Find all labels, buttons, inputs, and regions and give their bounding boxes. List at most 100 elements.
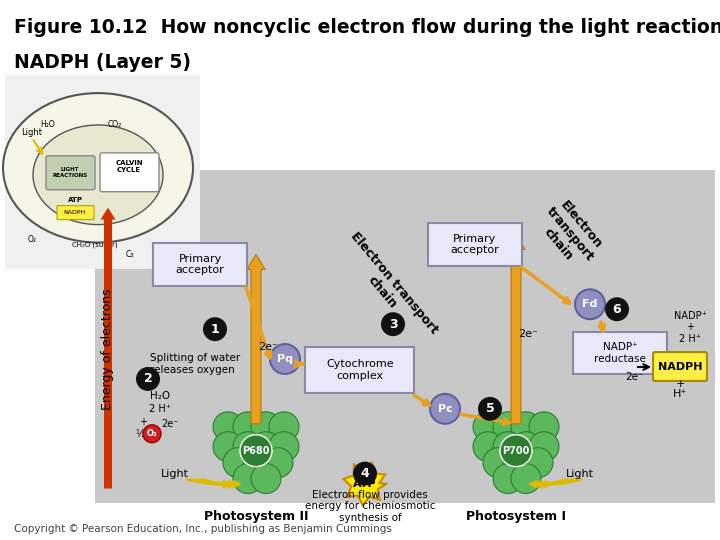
Circle shape (243, 448, 273, 477)
Circle shape (353, 462, 377, 485)
Circle shape (430, 394, 460, 424)
Circle shape (478, 397, 502, 421)
Polygon shape (343, 463, 387, 505)
FancyBboxPatch shape (46, 156, 95, 190)
FancyBboxPatch shape (95, 170, 715, 503)
Text: CALVIN
CYCLE: CALVIN CYCLE (115, 160, 143, 173)
FancyBboxPatch shape (653, 352, 707, 381)
Text: CO₂: CO₂ (108, 120, 122, 130)
FancyBboxPatch shape (153, 242, 247, 286)
Text: 2e⁻: 2e⁻ (161, 419, 179, 429)
Text: 2 H⁺: 2 H⁺ (149, 404, 171, 414)
FancyArrow shape (247, 254, 265, 424)
Text: 2e⁻: 2e⁻ (518, 329, 538, 339)
Circle shape (529, 432, 559, 462)
Text: Light: Light (161, 469, 189, 478)
Text: ATP: ATP (68, 197, 83, 202)
FancyBboxPatch shape (428, 222, 522, 266)
FancyBboxPatch shape (57, 206, 94, 220)
Text: Primary
acceptor: Primary acceptor (451, 234, 500, 255)
Text: C₃: C₃ (126, 250, 134, 259)
Circle shape (500, 435, 532, 467)
Text: Light: Light (22, 129, 42, 138)
Circle shape (136, 367, 160, 391)
Circle shape (523, 448, 553, 477)
Circle shape (213, 412, 243, 442)
Text: H₂O: H₂O (150, 391, 170, 401)
Circle shape (269, 432, 299, 462)
FancyBboxPatch shape (5, 75, 200, 269)
Text: Electron transport
chain: Electron transport chain (336, 229, 440, 346)
Text: Copyright © Pearson Education, Inc., publishing as Benjamin Cummings: Copyright © Pearson Education, Inc., pub… (14, 524, 392, 534)
Text: NADPH: NADPH (64, 210, 86, 215)
Text: Figure 10.12  How noncyclic electron flow during the light reactions generates A: Figure 10.12 How noncyclic electron flow… (14, 17, 720, 37)
Text: Photosystem I: Photosystem I (466, 510, 566, 523)
Text: P680: P680 (242, 446, 270, 456)
FancyArrow shape (507, 234, 525, 424)
Circle shape (605, 298, 629, 321)
Text: Electron flow provides
energy for chemiosmotic
synthesis of: Electron flow provides energy for chemio… (305, 490, 436, 523)
FancyBboxPatch shape (573, 332, 667, 374)
Text: Photosystem II: Photosystem II (204, 510, 308, 523)
Text: 4: 4 (361, 467, 369, 480)
Text: +: + (675, 379, 685, 389)
Text: Splitting of water
releases oxygen: Splitting of water releases oxygen (150, 353, 240, 375)
Text: CH₂O (sugar): CH₂O (sugar) (72, 241, 118, 248)
Circle shape (493, 464, 523, 494)
Circle shape (251, 432, 281, 462)
Text: 5: 5 (485, 402, 495, 415)
Text: O₂: O₂ (27, 235, 37, 244)
Circle shape (251, 464, 281, 494)
Text: ½: ½ (135, 429, 145, 438)
Circle shape (213, 432, 243, 462)
FancyArrow shape (101, 208, 115, 489)
Text: Pq: Pq (277, 354, 293, 364)
Circle shape (203, 317, 227, 341)
Ellipse shape (33, 125, 163, 225)
Circle shape (240, 435, 272, 467)
Text: 2e⁻: 2e⁻ (258, 342, 278, 352)
Text: Electron
transport
chain: Electron transport chain (532, 195, 608, 274)
Circle shape (473, 412, 503, 442)
Text: NADPH: NADPH (658, 362, 702, 372)
FancyBboxPatch shape (100, 153, 159, 192)
Text: LIGHT
REACTIONS: LIGHT REACTIONS (53, 167, 88, 178)
Text: H⁺: H⁺ (673, 389, 687, 399)
Circle shape (233, 464, 263, 494)
Circle shape (233, 432, 263, 462)
Text: Fd: Fd (582, 299, 598, 309)
Circle shape (493, 432, 523, 462)
FancyBboxPatch shape (305, 347, 414, 393)
Circle shape (381, 312, 405, 336)
Circle shape (511, 432, 541, 462)
Text: P700: P700 (503, 446, 530, 456)
Circle shape (511, 464, 541, 494)
Text: 2e⁻: 2e⁻ (626, 372, 644, 382)
Circle shape (575, 289, 605, 319)
Text: ATP: ATP (354, 478, 377, 489)
Text: +: + (139, 417, 147, 427)
Text: Energy of electrons: Energy of electrons (102, 288, 114, 410)
Circle shape (143, 425, 161, 443)
Text: O₂: O₂ (147, 429, 158, 438)
Circle shape (493, 412, 523, 442)
Text: NADP⁺
reductase: NADP⁺ reductase (594, 342, 646, 364)
Circle shape (503, 448, 533, 477)
Text: 2: 2 (143, 373, 153, 386)
Text: NADPH (Layer 5): NADPH (Layer 5) (14, 52, 192, 72)
Text: 3: 3 (389, 318, 397, 330)
Text: Primary
acceptor: Primary acceptor (176, 254, 225, 275)
Text: Cytochrome
complex: Cytochrome complex (326, 359, 394, 381)
Circle shape (223, 448, 253, 477)
Text: 1: 1 (211, 323, 220, 336)
Circle shape (251, 412, 281, 442)
Text: NADP⁺
+
2 H⁺: NADP⁺ + 2 H⁺ (674, 310, 706, 344)
Circle shape (511, 412, 541, 442)
Circle shape (233, 412, 263, 442)
Ellipse shape (3, 93, 193, 242)
Circle shape (473, 432, 503, 462)
Circle shape (529, 412, 559, 442)
Text: Pc: Pc (438, 404, 452, 414)
Circle shape (483, 448, 513, 477)
Text: Light: Light (566, 469, 594, 478)
